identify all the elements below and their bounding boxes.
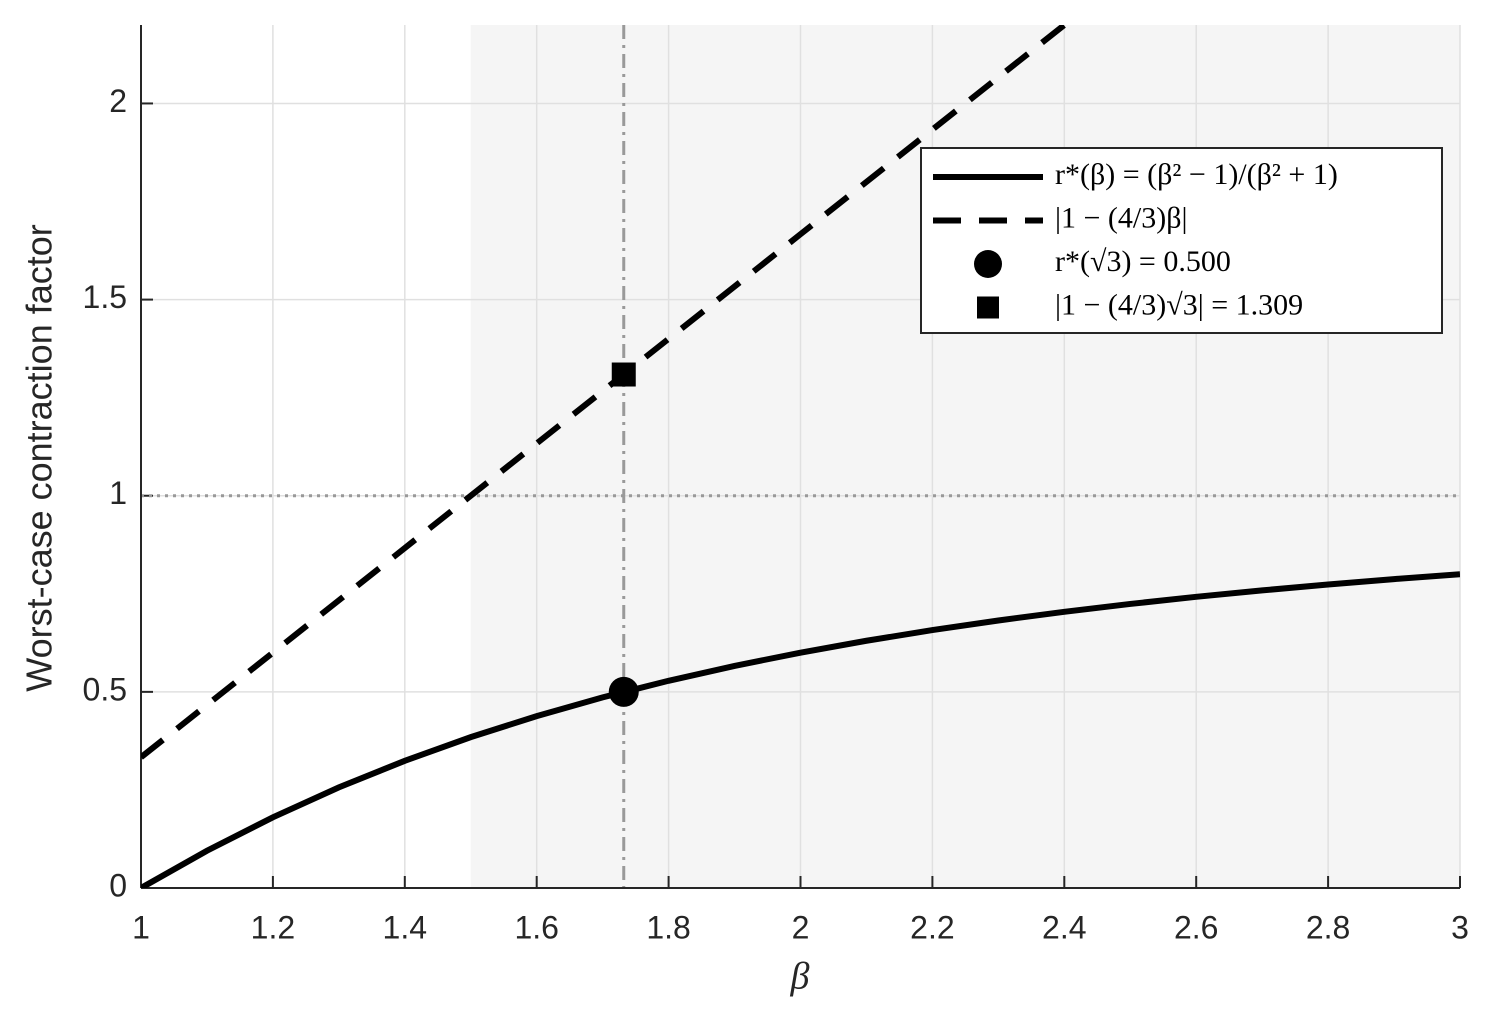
y-tick-label: 1 [109,475,127,511]
legend-label: |1 − (4/3)√3| = 1.309 [1055,288,1303,321]
y-tick-label: 1.5 [83,279,127,315]
x-tick-label: 1.4 [383,909,427,945]
x-tick-label: 3 [1451,909,1469,945]
x-axis-label: β [790,956,810,998]
x-tick-label: 1.6 [514,909,558,945]
legend-label: r*(√3) = 0.500 [1055,245,1231,278]
x-tick-label: 2.4 [1042,909,1086,945]
x-tick-label: 2.8 [1306,909,1350,945]
legend-swatch [977,296,999,319]
y-axis-label: Worst-case contraction factor [19,224,60,692]
x-tick-label: 1 [132,909,150,945]
plot-area [141,25,1460,888]
data-point [611,362,636,387]
x-tick-label: 2.6 [1174,909,1218,945]
legend-swatch [974,250,1002,278]
x-tick-label: 1.8 [646,909,690,945]
legend-label: r*(β) = (β² − 1)/(β² + 1) [1055,158,1338,191]
y-tick-label: 0.5 [83,671,127,707]
series-line [141,571,1460,888]
y-tick-label: 0 [109,867,127,903]
x-tick-label: 2 [792,909,810,945]
x-tick-label: 2.2 [910,909,954,945]
legend-label: |1 − (4/3)β| [1055,201,1188,234]
data-point [608,676,639,707]
y-tick-label: 2 [109,83,127,119]
series-line [141,25,1067,760]
x-tick-label: 1.2 [251,909,295,945]
